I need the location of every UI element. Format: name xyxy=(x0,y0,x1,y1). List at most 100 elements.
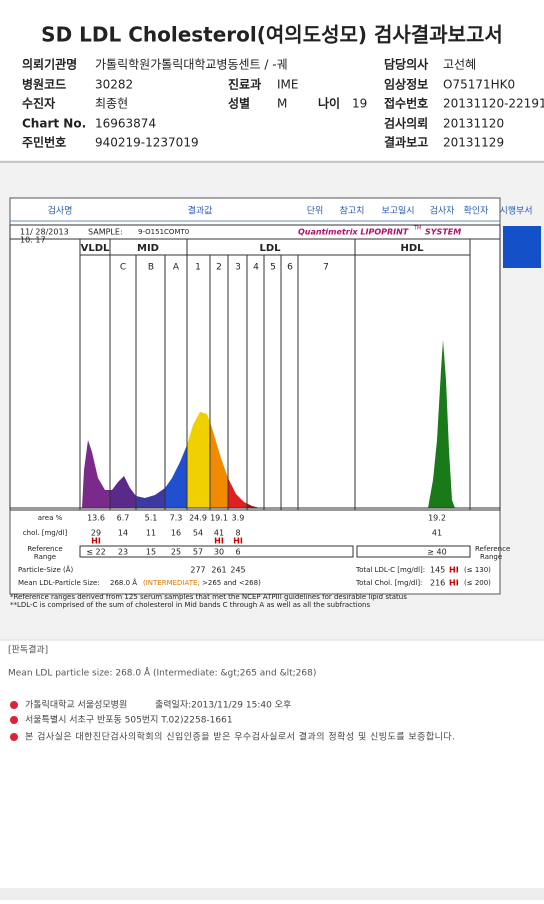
ref-value: 15 xyxy=(146,548,156,557)
fraction-label: LDL xyxy=(259,243,281,254)
ref-value: ≥ 40 xyxy=(427,548,446,557)
total-label: Total LDL-C [mg/dl]: xyxy=(355,566,425,574)
brand: Quantimetrix LIPOPRINT xyxy=(298,228,409,237)
info-value: 30282 xyxy=(95,78,133,92)
column-header: 결과값 xyxy=(188,205,213,217)
mean-range: >265 and <268) xyxy=(202,579,261,587)
fraction-label: MID xyxy=(137,243,159,254)
info-label: 접수번호 xyxy=(384,96,428,111)
chol-value: 16 xyxy=(171,529,181,538)
footer-text: 서울특별시 서초구 반포동 505번지 T.02)2258-1661 xyxy=(25,715,233,726)
total-label: Total Chol. [mg/dl]: xyxy=(355,579,422,587)
blue-box xyxy=(503,226,541,268)
info-value: 최종현 xyxy=(95,97,128,111)
sample-id: 9-O151COMT0 xyxy=(138,228,189,236)
subfraction-label: 2 xyxy=(216,263,222,273)
info-label: 수진자 xyxy=(22,96,55,111)
size-value: 277 xyxy=(190,566,205,575)
size-value: 261 xyxy=(211,566,226,575)
interpretation-text: Mean LDL particle size: 268.0 Å (Interme… xyxy=(8,667,316,679)
info-label: 진료과 xyxy=(228,77,261,92)
mean-value: 268.0 Å xyxy=(110,578,137,587)
row-label: Range xyxy=(480,553,502,561)
ref-value: 6 xyxy=(235,548,240,557)
hi-flag: HI xyxy=(233,537,243,546)
info-value: 19 xyxy=(352,97,367,111)
ref-value: 30 xyxy=(214,548,224,557)
row-label: Particle-Size (Å) xyxy=(18,565,74,574)
info-label: 담당의사 xyxy=(384,57,428,72)
date: 11/ 28/2013 xyxy=(20,228,69,237)
row-label: Reference xyxy=(475,545,510,553)
subfraction-label: 6 xyxy=(287,263,293,273)
subfraction-label: 3 xyxy=(235,263,241,273)
column-header: 참고치 xyxy=(340,205,365,217)
chol-value: 14 xyxy=(118,529,128,538)
footer-text: 본 검사실은 대한진단검사의학회의 신임인증을 받은 우수검사실로서 결과의 정… xyxy=(25,731,455,743)
brand: SYSTEM xyxy=(425,228,461,237)
ref-box xyxy=(79,545,354,558)
total-ref: (≤ 130) xyxy=(464,566,491,574)
info-label: Chart No. xyxy=(22,117,86,131)
hi-flag: HI xyxy=(91,537,101,546)
interpretation-heading: [판독결과] xyxy=(8,645,48,656)
hi-flag: HI xyxy=(449,579,459,588)
area-value: 19.2 xyxy=(428,514,446,523)
subfraction-label: C xyxy=(120,263,126,273)
column-header: 확인자 xyxy=(464,205,490,217)
ref-value: ≤ 22 xyxy=(86,548,105,557)
row-label: area % xyxy=(38,514,63,522)
report-panel xyxy=(9,197,501,595)
graph-frame xyxy=(9,224,501,511)
footnote: **LDL-C is comprised of the sum of chole… xyxy=(10,601,370,609)
time: 10: 17 xyxy=(20,236,46,245)
column-header: 보고일시 xyxy=(381,206,414,217)
column-header: 단위 xyxy=(307,206,324,217)
total-value: 216 xyxy=(430,579,445,588)
fraction-label: VLDL xyxy=(81,243,110,254)
footer-text: 가톨릭대학교 서울성모병원 xyxy=(25,699,127,711)
info-value: 고선혜 xyxy=(443,58,476,72)
info-label: 의뢰기관명 xyxy=(22,57,77,72)
row-label: Reference xyxy=(27,545,62,553)
info-value: M xyxy=(277,97,287,111)
footer-text: 출력일자:2013/11/29 15:40 오후 xyxy=(155,699,291,711)
info-label: 검사의뢰 xyxy=(384,116,428,131)
info-label: 성별 xyxy=(228,96,250,111)
info-label: 임상정보 xyxy=(384,77,428,92)
row-label: Range xyxy=(34,553,56,561)
chol-value: 54 xyxy=(193,529,203,538)
fraction-label: HDL xyxy=(400,243,424,254)
chol-value: 8 xyxy=(235,529,240,538)
info-value: 20131120 xyxy=(443,117,504,131)
ref-value: 57 xyxy=(193,548,203,557)
area-value: 19.1 xyxy=(210,514,228,523)
area-value: 6.7 xyxy=(117,514,130,523)
sample-label: SAMPLE: xyxy=(88,228,123,237)
subfraction-label: 7 xyxy=(323,263,329,273)
subfraction-label: A xyxy=(173,263,180,273)
info-label: 나이 xyxy=(318,96,340,111)
bullets xyxy=(10,701,18,741)
band-lines xyxy=(10,239,500,510)
ref-value: 25 xyxy=(171,548,181,557)
chol-value: 41 xyxy=(214,529,224,538)
ref-value: 23 xyxy=(118,548,128,557)
chol-value: 29 xyxy=(91,529,101,538)
area-value: 3.9 xyxy=(232,514,245,523)
mean-class: (INTERMEDIATE; xyxy=(143,579,200,587)
info-value: 20131129 xyxy=(443,136,504,150)
info-value: 16963874 xyxy=(95,117,156,131)
info-value: 20131120-22191 xyxy=(443,97,544,111)
subfraction-label: 4 xyxy=(253,263,259,273)
subfraction-label: 5 xyxy=(270,263,276,273)
column-header: 검사자 xyxy=(430,205,456,217)
area-value: 7.3 xyxy=(170,514,183,523)
brand: TM xyxy=(413,226,421,232)
subfraction-label: 1 xyxy=(195,263,201,273)
total-value: 145 xyxy=(430,566,445,575)
info-value: O75171HK0 xyxy=(443,78,515,92)
size-value: 245 xyxy=(230,566,245,575)
hi-flag: HI xyxy=(214,537,224,546)
